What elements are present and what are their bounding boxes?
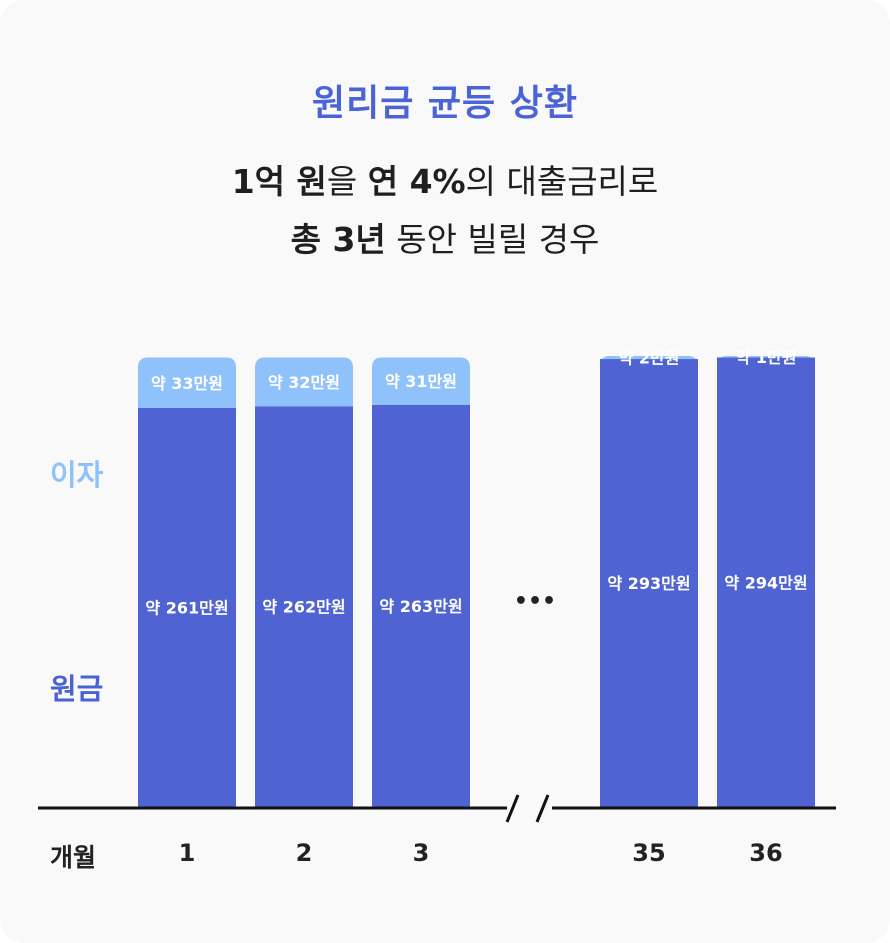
principal-value-label: 약 261만원 (145, 598, 228, 617)
interest-value-label: 약 33만원 (151, 374, 223, 393)
subtitle-segment: 의 대출금리로 (465, 162, 659, 201)
x-axis-unit-label: 개월 (50, 843, 97, 872)
subtitle-segment: 총 3년 (290, 220, 386, 259)
subtitle-segment: 연 4% (367, 162, 466, 201)
subtitle-segment: 동안 빌릴 경우 (385, 220, 600, 259)
omitted-months-ellipsis: ••• (514, 589, 556, 614)
subtitle-line-1: 1억 원을 연 4%의 대출금리로 (0, 155, 890, 203)
principal-bar-segment (138, 407, 236, 807)
interest-bar-segment (255, 357, 353, 407)
principal-value-label: 약 294만원 (724, 573, 807, 592)
subtitle-segment: 을 (326, 162, 368, 201)
principal-legend-label: 원금 (50, 672, 104, 706)
x-tick-label: 35 (632, 839, 665, 867)
principal-bar-segment (717, 357, 815, 807)
x-tick-label: 3 (413, 839, 430, 867)
interest-bar-segment (138, 357, 236, 408)
x-tick-label: 36 (749, 839, 782, 867)
interest-value-label: 약 2만원 (619, 349, 680, 368)
axis-break-mark (505, 794, 520, 823)
x-tick-label: 1 (179, 839, 196, 867)
interest-value-label: 약 32만원 (268, 373, 340, 392)
subtitle-line-2: 총 3년 동안 빌릴 경우 (0, 213, 890, 261)
interest-legend-label: 이자 (50, 458, 104, 492)
interest-value-label: 약 31만원 (385, 372, 457, 391)
subtitle-segment: 1억 원 (231, 162, 327, 201)
interest-bar-segment (717, 356, 815, 366)
chart-title: 원리금 균등 상환 (312, 83, 578, 124)
interest-bar-segment (372, 357, 470, 405)
principal-bar-segment (600, 359, 698, 807)
principal-bar-segment (372, 404, 470, 807)
interest-bar-segment (600, 356, 698, 366)
x-tick-label: 2 (296, 839, 313, 867)
principal-value-label: 약 262만원 (262, 598, 345, 617)
principal-value-label: 약 293만원 (607, 574, 690, 593)
principal-bar-segment (255, 406, 353, 807)
axis-break-mark (535, 794, 550, 823)
interest-value-label: 약 1만원 (736, 348, 797, 367)
principal-value-label: 약 263만원 (379, 597, 462, 616)
